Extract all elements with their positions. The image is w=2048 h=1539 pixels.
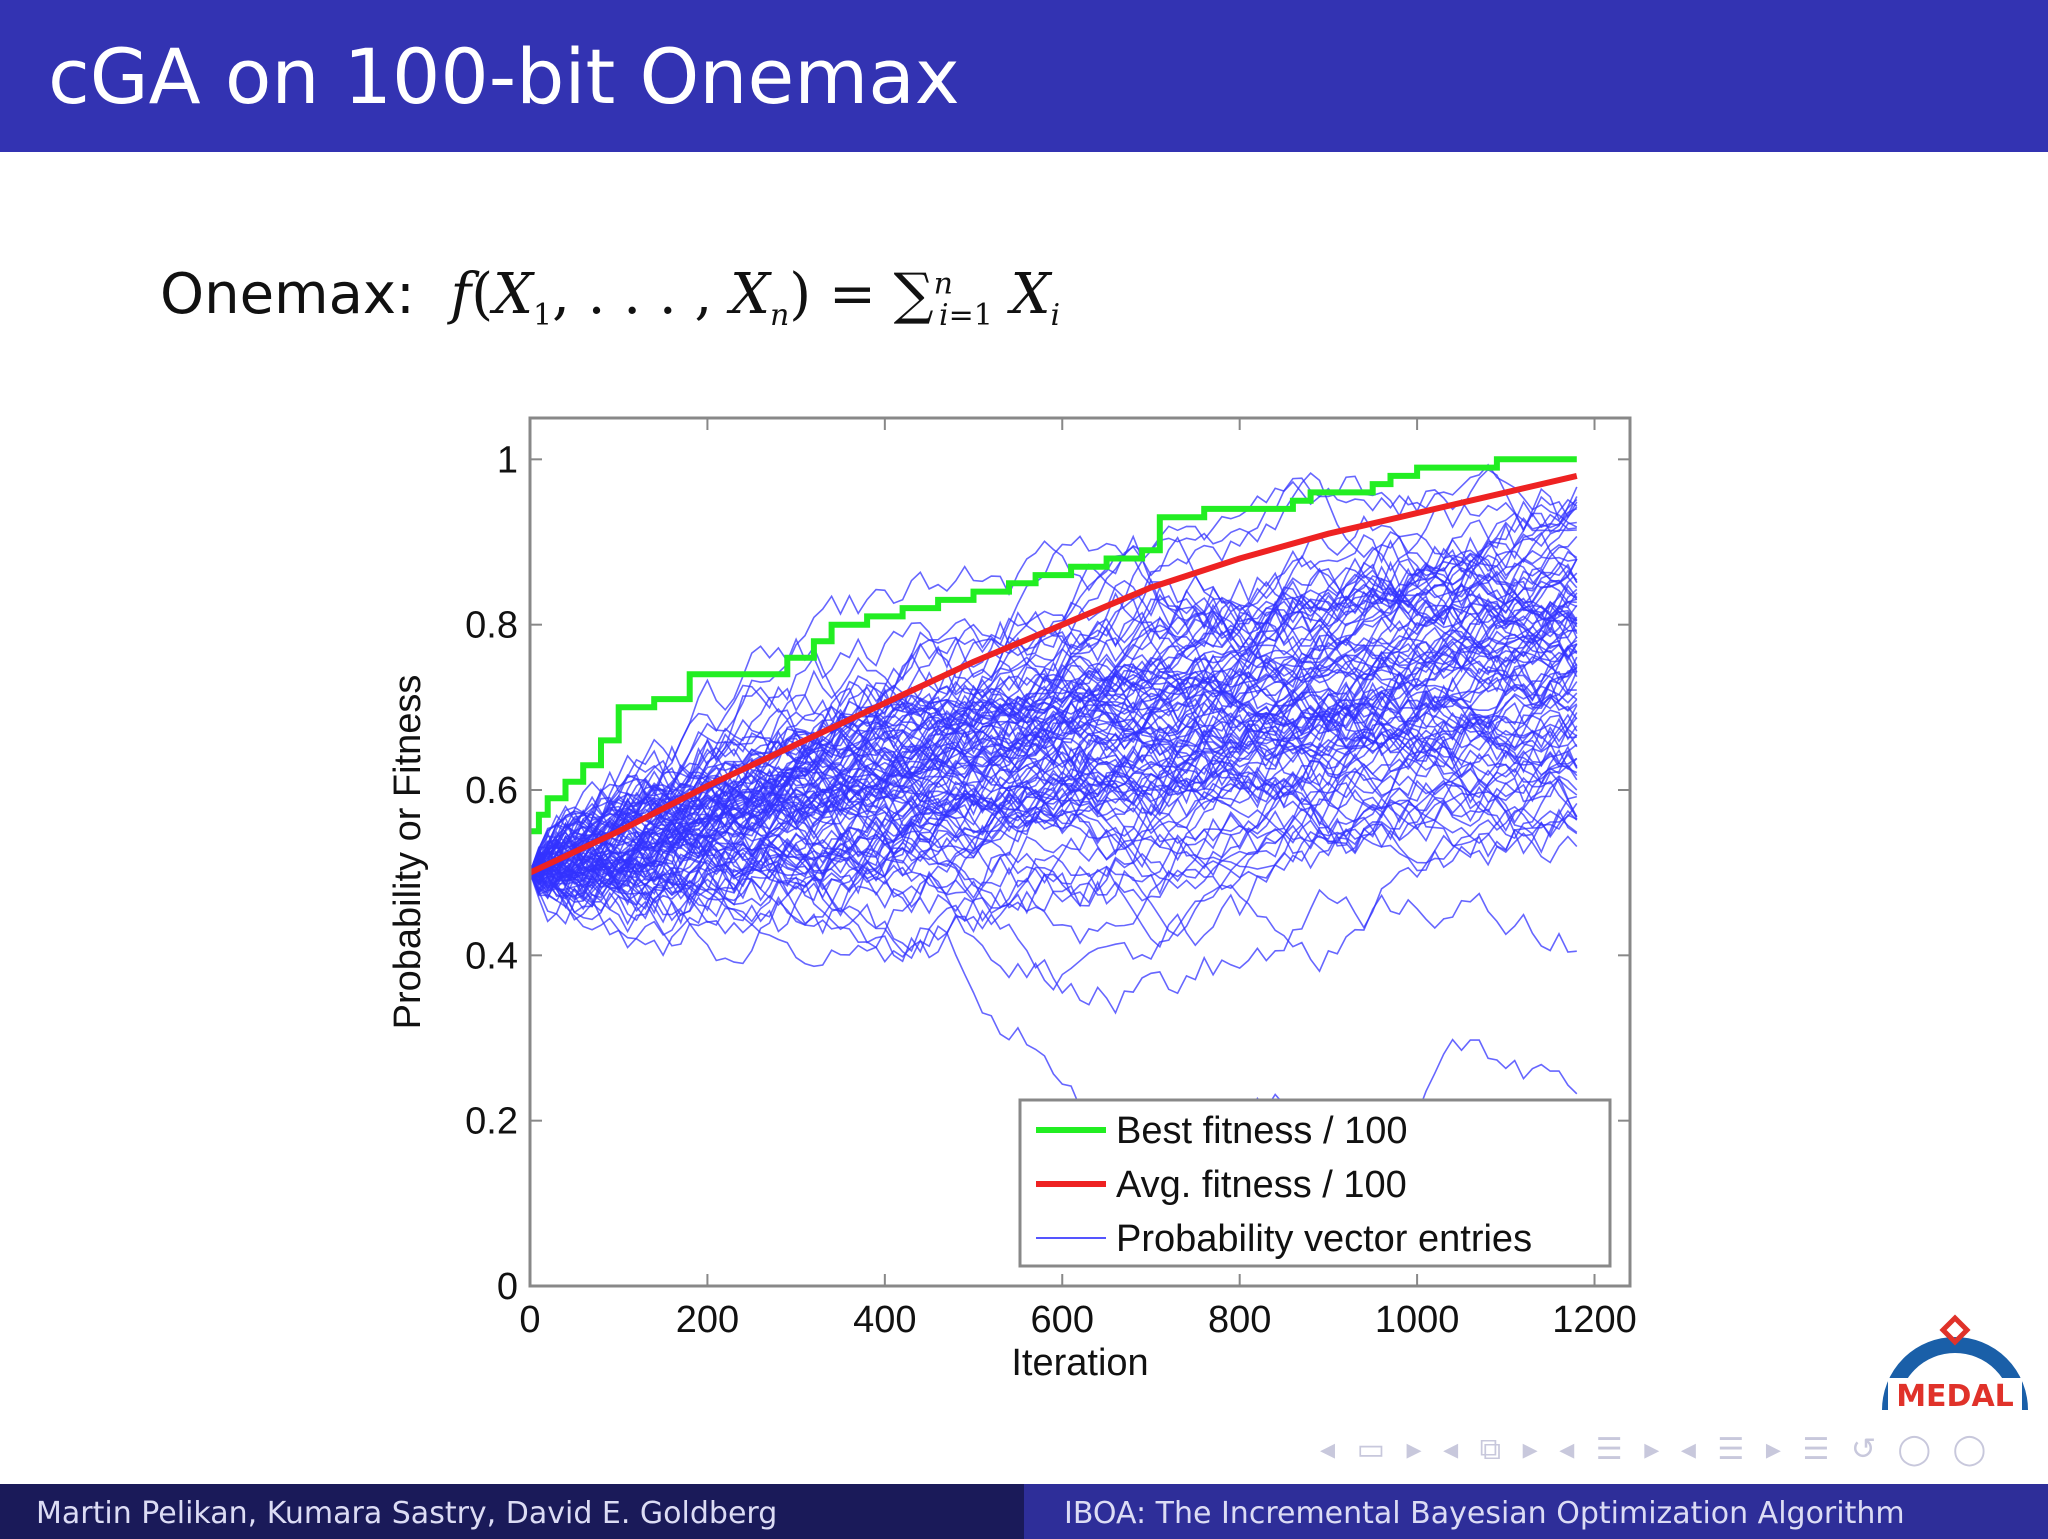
x-axis-label: Iteration bbox=[1011, 1342, 1148, 1384]
probability-line bbox=[530, 584, 1578, 895]
probability-line bbox=[530, 616, 1577, 873]
x-tick-label-0: 0 bbox=[519, 1299, 540, 1341]
y-tick-label-5: 1 bbox=[497, 439, 518, 481]
y-tick-label-3: 0.6 bbox=[465, 770, 518, 812]
legend-box bbox=[1018, 1098, 1612, 1268]
probability-line bbox=[530, 558, 1578, 949]
probability-line bbox=[530, 501, 1578, 877]
probability-line bbox=[530, 687, 1578, 886]
probability-line bbox=[530, 807, 1578, 890]
y-tick-label-2: 0.4 bbox=[465, 935, 518, 977]
probability-line bbox=[530, 704, 1578, 882]
probability-line bbox=[530, 720, 1578, 906]
probability-line bbox=[530, 643, 1578, 899]
probability-line bbox=[530, 535, 1578, 934]
probability-line bbox=[530, 595, 1578, 875]
probability-line bbox=[530, 593, 1577, 874]
probability-lines bbox=[530, 463, 1578, 1139]
probability-line bbox=[530, 597, 1577, 874]
plot-frame bbox=[528, 416, 1632, 1288]
title-bar: cGA on 100-bit Onemax bbox=[0, 0, 2048, 152]
probability-line bbox=[530, 797, 1578, 947]
footer-talk-title: IBOA: The Incremental Bayesian Optimizat… bbox=[1064, 1496, 1905, 1531]
probability-line bbox=[530, 495, 1578, 914]
x-tick-label-6: 1200 bbox=[1552, 1299, 1637, 1341]
x-tick-label-3: 600 bbox=[1031, 1299, 1094, 1341]
x-tick-label-5: 1000 bbox=[1375, 1299, 1460, 1341]
legend: Best fitness / 100 Avg. fitness / 100 Pr… bbox=[1018, 1098, 1612, 1268]
beamer-navigation[interactable]: ◂ ▭ ▸ ◂ ⧉ ▸ ◂ ☰ ▸ ◂ ☰ ▸ ☰ ↺ ◯ ◯ bbox=[1320, 1432, 1993, 1467]
y-tick-label-0: 0 bbox=[497, 1266, 518, 1308]
y-tick-label-1: 0.2 bbox=[465, 1101, 518, 1143]
legend-label-prob: Probability vector entries bbox=[1116, 1218, 1532, 1260]
logo-text: MEDAL bbox=[1896, 1379, 2014, 1414]
onemax-formula: Onemax: f(X1, . . . , Xn) = ∑ni=1 Xi bbox=[160, 262, 1061, 334]
axis-ticks: 0 200 400 600 800 1000 1200 0 0.2 0.4 0.6 0.8 1 bbox=[465, 418, 1637, 1341]
formula-label: Onemax: bbox=[160, 262, 415, 327]
footer-authors: Martin Pelikan, Kumara Sastry, David E. … bbox=[36, 1496, 778, 1531]
probability-line bbox=[530, 727, 1578, 915]
probability-line bbox=[530, 691, 1578, 896]
footer-talk-bar: IBOA: The Incremental Bayesian Optimizat… bbox=[1024, 1484, 2048, 1539]
legend-label-avg: Avg. fitness / 100 bbox=[1116, 1164, 1407, 1206]
probability-line bbox=[530, 533, 1578, 874]
probability-line bbox=[530, 580, 1578, 884]
probability-line bbox=[530, 535, 1578, 885]
probability-line bbox=[530, 572, 1578, 907]
probability-line bbox=[530, 475, 1578, 876]
probability-line bbox=[530, 761, 1578, 907]
probability-line bbox=[530, 689, 1577, 907]
probability-line bbox=[530, 802, 1578, 1015]
probability-line bbox=[530, 633, 1578, 891]
y-axis-label: Probability or Fitness bbox=[387, 675, 429, 1030]
probability-line bbox=[530, 753, 1578, 882]
probability-line bbox=[530, 773, 1578, 900]
legend-label-best: Best fitness / 100 bbox=[1116, 1110, 1408, 1152]
chart: 0 200 400 600 800 1000 1200 0 0.2 0.4 0.6 0.8 1 Iter… bbox=[387, 416, 1637, 1384]
x-tick-label-4: 800 bbox=[1208, 1299, 1271, 1341]
footer-authors-bar: Martin Pelikan, Kumara Sastry, David E. … bbox=[0, 1484, 1024, 1539]
best-fitness-line bbox=[530, 456, 1577, 835]
probability-line bbox=[530, 588, 1578, 874]
probability-line bbox=[530, 665, 1578, 874]
y-tick-label-4: 0.8 bbox=[465, 605, 518, 647]
probability-line bbox=[530, 684, 1578, 926]
avg-fitness-line bbox=[530, 472, 1578, 876]
medal-logo: MEDAL bbox=[1882, 1314, 2028, 1414]
slide-title: cGA on 100-bit Onemax bbox=[48, 32, 960, 121]
probability-line bbox=[530, 487, 1578, 885]
x-tick-label-2: 400 bbox=[853, 1299, 916, 1341]
probability-line bbox=[530, 597, 1578, 911]
x-tick-label-1: 200 bbox=[676, 1299, 739, 1341]
probability-line bbox=[530, 860, 1577, 973]
